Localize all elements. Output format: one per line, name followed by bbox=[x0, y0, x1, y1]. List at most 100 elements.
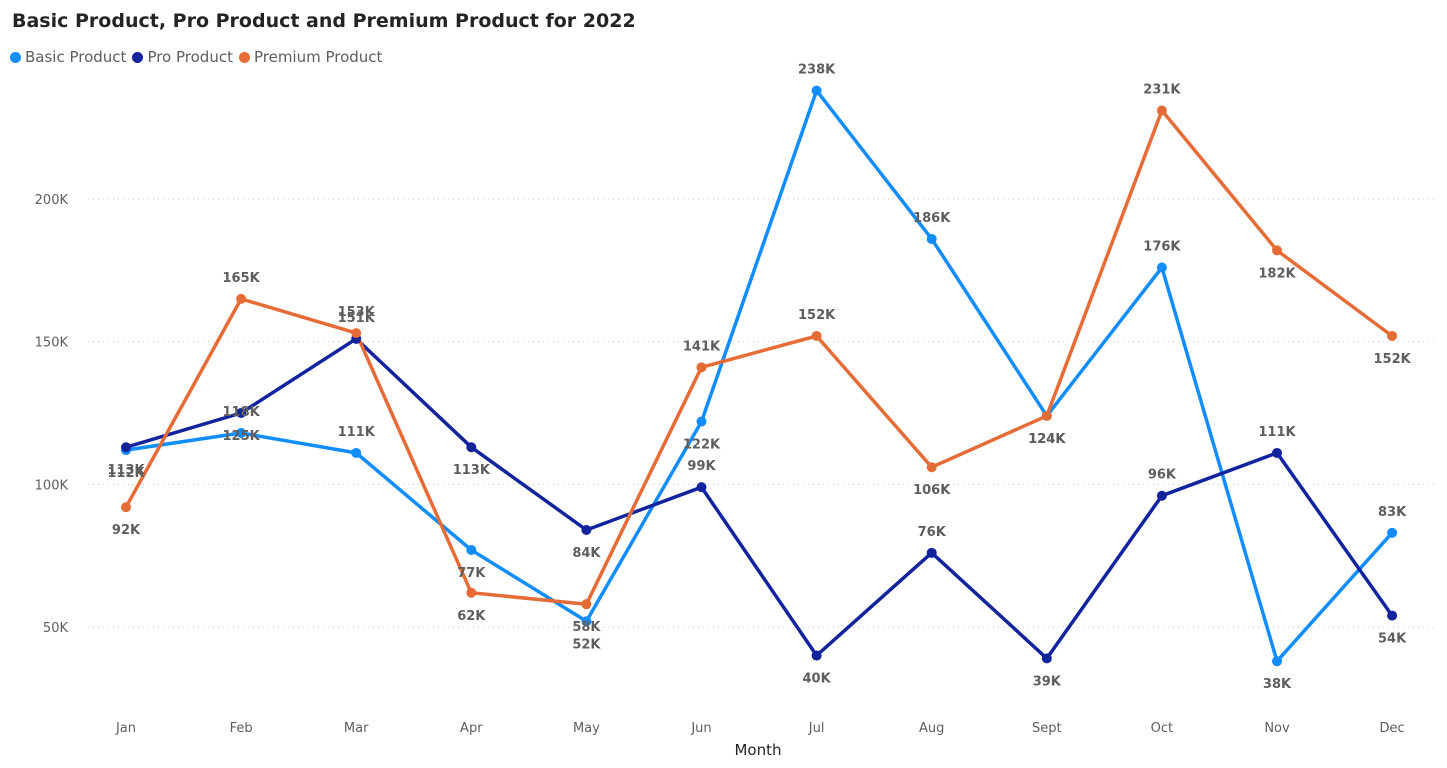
data-label-pro-product: 54K bbox=[1378, 632, 1407, 647]
x-tick-label: Mar bbox=[344, 721, 369, 736]
data-point-premium-product[interactable] bbox=[581, 599, 592, 610]
data-label-basic-product: 77K bbox=[457, 566, 486, 581]
data-point-premium-product[interactable] bbox=[236, 293, 247, 304]
x-tick-label: Jul bbox=[808, 721, 825, 736]
data-point-premium-product[interactable] bbox=[351, 328, 362, 339]
y-tick-label: 100K bbox=[35, 478, 69, 493]
legend-label-basic: Basic Product bbox=[25, 48, 127, 66]
data-point-premium-product[interactable] bbox=[121, 502, 131, 513]
x-tick-label: Jun bbox=[690, 721, 711, 736]
data-point-basic-product[interactable] bbox=[351, 447, 362, 458]
data-label-premium-product: 62K bbox=[457, 609, 486, 624]
y-tick-label: 50K bbox=[43, 621, 69, 636]
data-label-basic-product: 186K bbox=[913, 211, 951, 226]
data-point-pro-product[interactable] bbox=[1272, 447, 1282, 458]
data-label-premium-product: 153K bbox=[338, 305, 376, 320]
data-point-basic-product[interactable] bbox=[811, 85, 822, 96]
data-label-pro-product: 113K bbox=[453, 463, 491, 478]
data-label-premium-product: 92K bbox=[112, 523, 141, 538]
data-point-basic-product[interactable] bbox=[1156, 262, 1167, 273]
x-tick-label: May bbox=[573, 721, 600, 736]
y-tick-label: 200K bbox=[35, 193, 69, 208]
data-point-basic-product[interactable] bbox=[236, 427, 247, 438]
legend: Basic Product Pro Product Premium Produc… bbox=[10, 48, 388, 66]
x-tick-label: Apr bbox=[460, 721, 483, 736]
legend-marker-basic bbox=[10, 51, 21, 63]
data-point-basic-product[interactable] bbox=[1387, 527, 1398, 538]
y-tick-label: 150K bbox=[35, 336, 69, 351]
data-point-premium-product[interactable] bbox=[1041, 410, 1052, 421]
data-label-basic-product: 83K bbox=[1378, 505, 1407, 520]
data-point-pro-product[interactable] bbox=[926, 547, 937, 558]
data-label-basic-product: 112K bbox=[107, 466, 145, 481]
chart-title: Basic Product, Pro Product and Premium P… bbox=[12, 10, 636, 32]
data-label-basic-product: 238K bbox=[798, 63, 836, 78]
x-tick-label: Nov bbox=[1264, 721, 1290, 736]
data-label-premium-product: 231K bbox=[1143, 83, 1181, 98]
data-point-premium-product[interactable] bbox=[696, 362, 707, 373]
data-label-premium-product: 124K bbox=[1028, 432, 1066, 447]
data-label-basic-product: 176K bbox=[1143, 239, 1181, 254]
data-label-premium-product: 152K bbox=[798, 308, 836, 323]
legend-label-pro: Pro Product bbox=[147, 48, 233, 66]
data-label-basic-product: 111K bbox=[338, 425, 376, 440]
data-label-pro-product: 99K bbox=[687, 459, 716, 474]
data-label-premium-product: 106K bbox=[913, 483, 951, 498]
data-label-premium-product: 141K bbox=[683, 339, 721, 354]
data-point-premium-product[interactable] bbox=[1272, 245, 1282, 256]
legend-item-premium[interactable]: Premium Product bbox=[238, 48, 383, 66]
legend-item-pro[interactable]: Pro Product bbox=[132, 48, 233, 66]
data-point-pro-product[interactable] bbox=[466, 442, 477, 453]
data-label-pro-product: 151K bbox=[338, 311, 376, 326]
data-label-premium-product: 165K bbox=[222, 271, 260, 286]
legend-marker-premium bbox=[238, 51, 250, 63]
data-label-premium-product: 182K bbox=[1258, 266, 1296, 281]
data-label-pro-product: 40K bbox=[803, 672, 832, 687]
data-point-basic-product[interactable] bbox=[466, 544, 477, 555]
data-label-pro-product: 76K bbox=[918, 525, 947, 540]
data-label-basic-product: 38K bbox=[1263, 677, 1292, 692]
series-line-basic-product bbox=[124, 88, 1394, 663]
x-axis-label: Month bbox=[734, 741, 781, 759]
legend-item-basic[interactable]: Basic Product bbox=[10, 48, 126, 66]
data-point-basic-product[interactable] bbox=[581, 616, 592, 627]
data-point-basic-product[interactable] bbox=[1272, 656, 1282, 667]
data-label-basic-product: 122K bbox=[683, 438, 721, 453]
data-label-basic-product: 124K bbox=[1028, 432, 1066, 447]
data-point-pro-product[interactable] bbox=[581, 524, 592, 535]
data-point-pro-product[interactable] bbox=[121, 442, 131, 453]
data-label-premium-product: 152K bbox=[1373, 352, 1411, 367]
x-tick-label: Oct bbox=[1151, 721, 1173, 736]
series-line-premium-product bbox=[124, 108, 1394, 606]
x-tick-label: Aug bbox=[919, 721, 944, 736]
x-tick-label: Feb bbox=[230, 721, 253, 736]
data-label-pro-product: 39K bbox=[1033, 674, 1062, 689]
data-point-pro-product[interactable] bbox=[236, 408, 247, 418]
data-point-premium-product[interactable] bbox=[926, 462, 937, 473]
data-point-premium-product[interactable] bbox=[1387, 330, 1398, 341]
data-point-pro-product[interactable] bbox=[696, 482, 707, 493]
data-label-pro-product: 84K bbox=[572, 546, 601, 561]
data-label-premium-product: 58K bbox=[572, 620, 601, 635]
data-label-pro-product: 111K bbox=[1258, 425, 1296, 440]
legend-marker-pro bbox=[132, 51, 144, 63]
data-label-basic-product: 118K bbox=[222, 405, 260, 420]
data-point-basic-product[interactable] bbox=[696, 416, 707, 427]
data-point-pro-product[interactable] bbox=[1041, 653, 1052, 664]
data-point-pro-product[interactable] bbox=[1387, 610, 1398, 621]
legend-label-premium: Premium Product bbox=[253, 48, 383, 66]
x-tick-label: Dec bbox=[1380, 721, 1405, 736]
data-label-pro-product: 113K bbox=[107, 463, 145, 478]
x-tick-label: Jan bbox=[115, 721, 136, 736]
data-label-basic-product: 52K bbox=[572, 637, 601, 652]
data-point-pro-product[interactable] bbox=[1156, 490, 1167, 501]
data-label-pro-product: 125K bbox=[222, 429, 260, 444]
data-point-basic-product[interactable] bbox=[926, 233, 937, 244]
data-point-pro-product[interactable] bbox=[811, 650, 822, 661]
data-point-premium-product[interactable] bbox=[466, 587, 477, 598]
series-line-pro-product bbox=[124, 337, 1394, 661]
data-point-premium-product[interactable] bbox=[1156, 105, 1167, 116]
data-label-pro-product: 96K bbox=[1148, 468, 1177, 483]
data-point-premium-product[interactable] bbox=[811, 330, 822, 341]
